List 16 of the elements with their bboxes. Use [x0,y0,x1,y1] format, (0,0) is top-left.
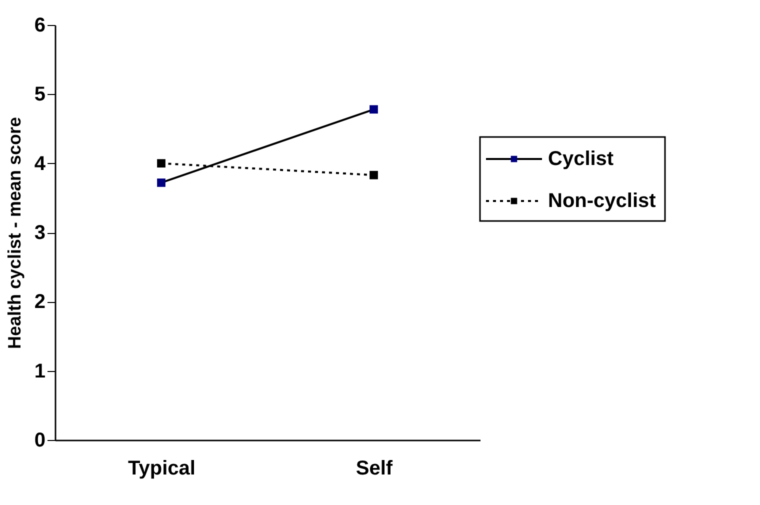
y-tick-label: 1 [34,360,46,382]
y-tick-label: 0 [34,430,46,452]
y-tick-label: 5 [34,84,46,106]
y-tick-label: 6 [34,14,46,36]
point [370,105,378,114]
x-tick-label: Self [356,458,393,480]
x-tick-label: Typical [128,458,196,480]
legend-label: Cyclist [548,148,614,170]
point [370,170,378,180]
point [157,178,166,187]
y-tick-label: 3 [34,222,46,244]
y-axis-title: Health cyclist - mean score [4,116,24,350]
y-tick-label: 2 [34,291,46,314]
legend-label: Non-cyclist [548,190,656,212]
point [157,159,166,168]
y-tick-label: 4 [34,152,46,175]
